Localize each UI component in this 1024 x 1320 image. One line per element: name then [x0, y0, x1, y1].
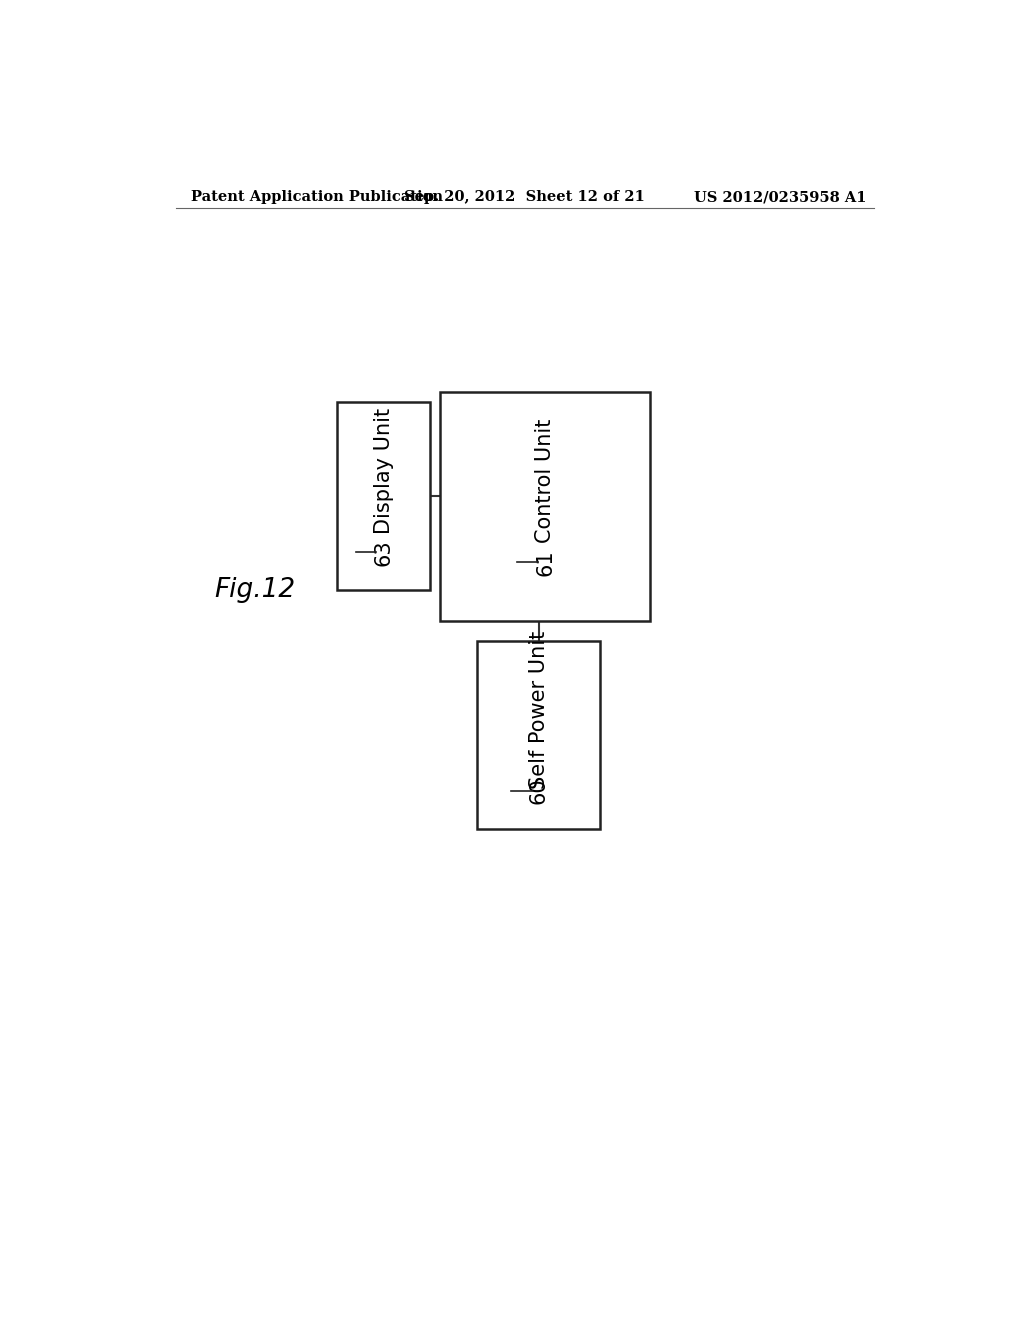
Bar — [440, 392, 650, 620]
Text: Patent Application Publication: Patent Application Publication — [191, 190, 443, 205]
Text: 63: 63 — [374, 539, 393, 565]
Bar — [337, 403, 430, 590]
Text: Self Power Unit: Self Power Unit — [528, 631, 549, 789]
Text: Fig.12: Fig.12 — [214, 577, 296, 603]
Text: US 2012/0235958 A1: US 2012/0235958 A1 — [693, 190, 866, 205]
Bar — [477, 642, 600, 829]
Text: 60: 60 — [528, 777, 549, 804]
Text: Control Unit: Control Unit — [535, 418, 555, 544]
Text: 61: 61 — [535, 549, 555, 576]
Text: Display Unit: Display Unit — [374, 408, 393, 535]
Text: Sep. 20, 2012  Sheet 12 of 21: Sep. 20, 2012 Sheet 12 of 21 — [404, 190, 645, 205]
